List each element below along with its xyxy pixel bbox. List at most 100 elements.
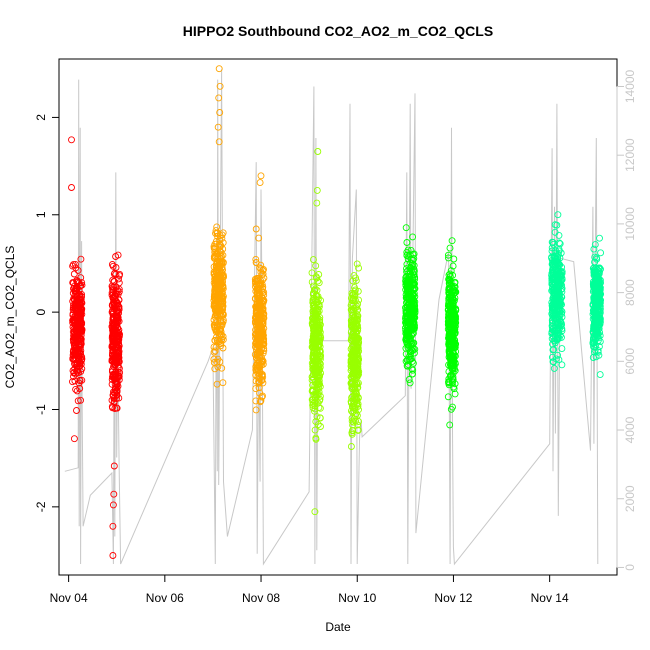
data-point-outlier (110, 490, 118, 498)
data-point-outlier (216, 109, 224, 116)
flight-4-points (251, 172, 268, 414)
data-point (260, 347, 268, 355)
data-point (115, 279, 123, 287)
data-point (252, 385, 260, 393)
data-point (555, 356, 563, 364)
flight-8-points (444, 237, 460, 429)
data-point (78, 355, 86, 363)
data-point (595, 351, 603, 359)
data-point (312, 356, 320, 364)
data-point (256, 329, 264, 336)
data-point (589, 328, 597, 336)
data-point (548, 287, 556, 295)
data-point (258, 377, 266, 384)
data-point (258, 393, 266, 401)
data-point (213, 279, 221, 287)
data-point (405, 333, 413, 341)
y-tick-label: -2 (34, 501, 48, 512)
data-point (252, 225, 260, 233)
data-point (590, 332, 598, 340)
data-point-outlier (110, 462, 118, 470)
data-point (408, 307, 415, 315)
data-point (550, 364, 558, 372)
data-point (217, 273, 225, 281)
data-point (406, 379, 414, 387)
data-point (210, 343, 218, 351)
data-point (551, 228, 559, 236)
data-point (354, 334, 362, 342)
data-point (348, 380, 355, 388)
data-point (109, 373, 117, 381)
data-point (316, 313, 324, 321)
data-point (314, 381, 322, 389)
data-point (218, 264, 226, 272)
data-point (214, 363, 222, 371)
data-point (407, 350, 414, 358)
data-point-outlier (68, 136, 75, 144)
data-point (347, 443, 355, 450)
data-point (255, 234, 263, 242)
data-point (402, 224, 410, 232)
data-point (115, 357, 123, 365)
data-point (312, 391, 320, 399)
data-point (595, 275, 603, 283)
data-point (402, 327, 410, 334)
data-point (113, 378, 121, 385)
data-point (594, 347, 602, 355)
data-point (73, 387, 81, 395)
data-point (310, 318, 317, 326)
data-point (316, 414, 324, 422)
data-point-outlier (314, 148, 322, 155)
data-point (595, 265, 603, 273)
data-point (406, 319, 414, 327)
data-point (347, 399, 355, 407)
data-point (260, 337, 268, 345)
data-point (409, 261, 417, 269)
data-point (351, 386, 359, 394)
data-point (590, 343, 597, 351)
data-point (255, 384, 263, 392)
data-point (314, 305, 321, 313)
data-point (256, 331, 264, 339)
data-point (311, 426, 319, 434)
data-point (259, 317, 267, 325)
data-point (353, 307, 361, 314)
data-point (350, 407, 358, 415)
data-point (446, 277, 454, 285)
data-point (212, 343, 220, 351)
data-point (448, 294, 456, 301)
data-point (254, 293, 262, 301)
data-point-outlier (109, 501, 117, 509)
data-point (450, 341, 458, 349)
data-point (403, 330, 411, 338)
data-point (316, 336, 324, 344)
data-point (349, 296, 357, 304)
data-point (590, 324, 598, 332)
data-point (71, 377, 79, 385)
y2-tick-label: 0 (623, 564, 637, 571)
data-point-outlier (70, 435, 78, 443)
data-point (354, 426, 362, 434)
data-point (403, 268, 411, 276)
data-point (77, 274, 85, 282)
data-point (558, 268, 566, 276)
data-point (312, 331, 320, 338)
data-point (448, 332, 456, 340)
data-point-outlier (215, 138, 223, 146)
data-point (108, 396, 116, 404)
data-point (354, 371, 362, 379)
data-point (552, 258, 560, 266)
data-points-layer (68, 65, 605, 559)
data-point (219, 298, 227, 306)
data-point (451, 390, 459, 398)
data-point (548, 353, 556, 361)
data-point (551, 291, 559, 299)
data-point (73, 349, 81, 357)
data-point (73, 285, 81, 293)
data-point (592, 317, 600, 325)
data-point (553, 326, 561, 334)
data-point (108, 366, 116, 374)
data-point (111, 388, 119, 396)
data-point (77, 255, 85, 263)
data-point (115, 353, 123, 361)
